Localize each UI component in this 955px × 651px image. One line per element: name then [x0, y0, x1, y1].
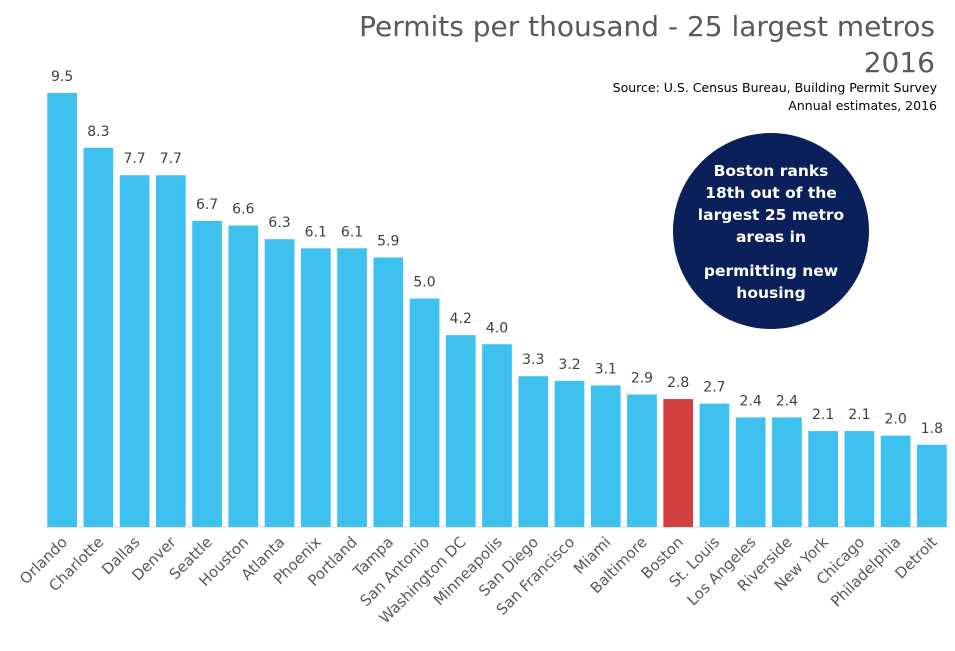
value-label-denver: 7.7	[160, 151, 182, 167]
bar-chicago	[844, 431, 875, 527]
value-label-san-diego: 3.3	[522, 352, 544, 368]
value-labels-group: 9.5 8.3 7.7 7.7 6.7 6.6 6.3 6.1 6.1 5.9 5.0 4.2 4.0 3…	[51, 69, 943, 437]
value-label-minneapolis: 4.0	[486, 320, 508, 336]
value-label-orlando: 9.5	[51, 69, 73, 85]
bar-phoenix	[300, 248, 331, 527]
callout-line-6: housing	[736, 284, 805, 302]
value-label-st-louis: 2.7	[703, 380, 725, 396]
value-label-san-francisco: 3.2	[558, 357, 580, 373]
bar-san-diego	[518, 376, 549, 527]
value-label-tampa: 5.9	[377, 233, 399, 249]
value-label-miami: 3.1	[595, 361, 617, 377]
bar-san-francisco	[554, 380, 585, 527]
bar-san-antonio	[409, 298, 440, 527]
bar-los-angeles	[735, 417, 766, 527]
bar-riverside	[772, 417, 802, 527]
callout-line-3: largest 25 metro	[698, 206, 844, 224]
bar-st-louis	[699, 403, 730, 527]
bar-washington-dc	[445, 335, 476, 527]
value-label-san-antonio: 5.0	[413, 275, 435, 291]
source-line-1: Source: U.S. Census Bureau, Building Per…	[613, 80, 938, 95]
bar-denver	[155, 175, 186, 528]
bar-dallas	[119, 175, 150, 528]
value-label-riverside: 2.4	[776, 393, 798, 409]
callout-circle	[673, 133, 869, 329]
bar-orlando	[47, 93, 77, 527]
value-label-seattle: 6.7	[196, 197, 218, 213]
bar-miami	[590, 385, 621, 527]
bar-houston	[228, 225, 259, 528]
value-label-houston: 6.6	[232, 201, 254, 217]
bar-portland	[337, 248, 367, 527]
value-label-chicago: 2.1	[848, 407, 870, 423]
value-label-philadelphia: 2.0	[885, 412, 907, 428]
value-label-baltimore: 2.9	[631, 371, 653, 387]
callout-line-4: areas in	[736, 228, 806, 246]
callout-line-2: 18th out of the	[705, 184, 837, 202]
value-label-portland: 6.1	[341, 224, 363, 240]
value-label-charlotte: 8.3	[87, 124, 109, 140]
source-line-2: Annual estimates, 2016	[788, 98, 937, 113]
chart-title: Permits per thousand - 25 largest metros	[359, 10, 935, 43]
bar-philadelphia	[880, 435, 911, 527]
bar-atlanta	[264, 239, 295, 527]
category-labels-group: OrlandoCharlotteDallasDenverSeattleHoust…	[16, 533, 941, 628]
bar-new-york	[808, 431, 839, 527]
bar-baltimore	[627, 394, 657, 527]
bar-minneapolis	[482, 344, 512, 527]
value-label-atlanta: 6.3	[268, 215, 290, 231]
value-label-washington-dc: 4.2	[450, 311, 472, 327]
callout-text-group: Boston ranks 18th out of the largest 25 …	[698, 162, 844, 302]
value-label-boston: 2.8	[667, 375, 689, 391]
value-label-detroit: 1.8	[921, 421, 943, 437]
callout-line-1: Boston ranks	[714, 162, 829, 180]
bar-tampa	[373, 257, 404, 527]
value-label-phoenix: 6.1	[305, 224, 327, 240]
value-label-los-angeles: 2.4	[740, 393, 762, 409]
value-label-dallas: 7.7	[123, 151, 145, 167]
bar-seattle	[192, 220, 222, 528]
bar-boston	[663, 399, 694, 527]
bars-group	[47, 93, 947, 528]
value-label-new-york: 2.1	[812, 407, 834, 423]
callout-line-5: permitting new	[704, 262, 838, 280]
chart-subtitle: 2016	[864, 46, 935, 79]
bar-detroit	[917, 444, 947, 527]
bar-charlotte	[83, 147, 114, 527]
